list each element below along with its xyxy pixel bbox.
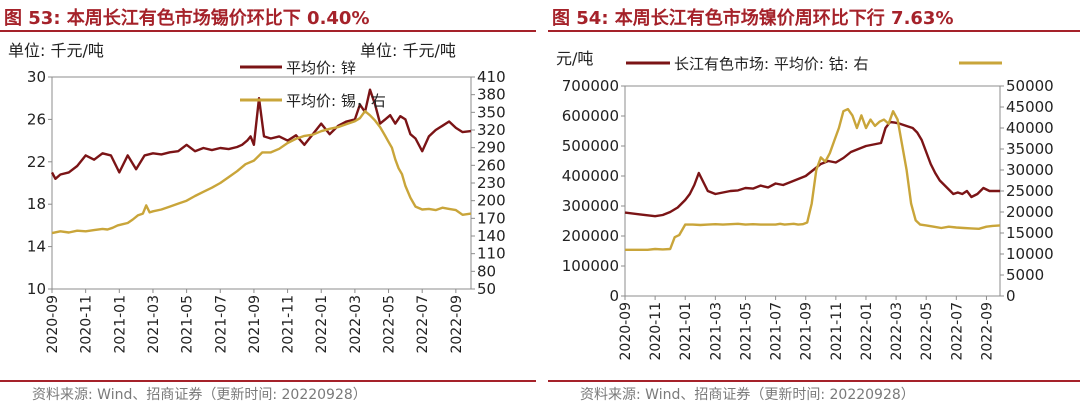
chart53-y-right-tick-label: 410 (477, 68, 506, 86)
chart53-x-tick-label: 2021-05 (180, 295, 196, 354)
chart54-y-left-tick-label: 0 (609, 287, 619, 305)
chart54-y-left-tick-label: 500000 (562, 137, 619, 155)
chart53-x-tick-label: 2021-09 (247, 295, 263, 354)
chart54-y-left-tick-label: 700000 (562, 77, 619, 95)
chart53-y-right-tick-label: 290 (477, 139, 506, 157)
chart53-y-left-tick-label: 30 (27, 68, 46, 86)
chart54-source-rule (548, 380, 1080, 382)
chart54-title: 图 54: 本周长江有色市场镍价周环比下行 7.63% (552, 8, 954, 29)
chart53-y-right-tick-label: 380 (477, 86, 506, 104)
chart54-x-tick-label: 2020-11 (648, 302, 664, 361)
chart53-y-right-tick-label: 350 (477, 103, 506, 121)
chart54-y-right-tick-label: 35000 (1006, 140, 1054, 158)
chart53-y-right-tick-label: 320 (477, 121, 506, 139)
chart53-x-tick-label: 2020-09 (45, 295, 61, 354)
chart53-x-tick-label: 2022-01 (314, 295, 330, 354)
chart53-x-tick-label: 2021-11 (281, 295, 297, 354)
chart53-y-right-tick-label: 230 (477, 174, 506, 192)
chart53-y-left-tick-label: 10 (27, 280, 46, 298)
chart53-y-right-unit: 单位: 千元/吨 (360, 41, 456, 60)
chart53-y-right-tick-label: 80 (477, 262, 496, 280)
chart54-y-right-tick-label: 15000 (1006, 224, 1054, 242)
chart53-y-right-tick-label: 200 (477, 192, 506, 210)
chart54-y-left-tick-label: 100000 (562, 257, 619, 275)
chart54-y-right-tick-label: 20000 (1006, 203, 1054, 221)
chart54-x-tick-label: 2021-03 (708, 302, 724, 361)
chart53-y-right-tick-label: 110 (477, 245, 506, 263)
chart54-y-right-tick-label: 50000 (1006, 77, 1054, 95)
chart54-series-line-2 (625, 107, 1001, 252)
chart53-x-tick-label: 2021-07 (213, 295, 229, 354)
chart54-x-tick-label: 2022-03 (889, 302, 905, 361)
chart53-source-rule (0, 380, 536, 382)
chart53-x-tick-label: 2021-01 (112, 295, 128, 354)
chart53-x-tick-label: 2021-03 (146, 295, 162, 354)
chart54-x-tick-label: 2022-09 (979, 302, 995, 361)
chart54-y-right-tick-label: 30000 (1006, 161, 1054, 179)
chart53-y-right-tick-label: 140 (477, 227, 506, 245)
chart53-y-left-tick-label: 26 (27, 110, 46, 128)
chart54-y-left-tick-label: 600000 (562, 107, 619, 125)
chart53-x-tick-label: 2022-09 (449, 295, 465, 354)
chart54-legend-label-1: 长江有色市场: 平均价: 钴: 右 (674, 55, 868, 73)
chart54-title-rule (548, 30, 1080, 32)
chart54-y-left-tick-label: 300000 (562, 197, 619, 215)
chart54-x-tick-label: 2021-05 (738, 302, 754, 361)
chart53-y-left-tick-label: 14 (27, 238, 46, 256)
chart54-y-right-tick-label: 25000 (1006, 182, 1054, 200)
chart53-y-left-tick-label: 22 (27, 153, 46, 171)
chart54-y-right-tick-label: 40000 (1006, 119, 1054, 137)
chart53-x-tick-label: 2022-05 (382, 295, 398, 354)
chart54-y-right-tick-label: 0 (1006, 287, 1016, 305)
chart53-plot: 10 14 18 22 26 30 5080110140170200230260290320… (8, 41, 506, 354)
chart54-plot: 0100000200000300000400000500000600000700… (556, 49, 1054, 361)
chart53-y-right-tick-label: 260 (477, 156, 506, 174)
chart53-x-tick-label: 2020-11 (79, 295, 95, 354)
chart53-x-tick-label: 2022-03 (348, 295, 364, 354)
chart54-series-line-1 (624, 120, 1000, 218)
chart53-y-right-tick-label: 170 (477, 209, 506, 227)
chart53-series-line-1 (50, 88, 472, 181)
chart53-y-left-unit: 单位: 千元/吨 (8, 41, 104, 60)
chart53-legend-label-2: 平均价: 锡，右 (286, 92, 386, 110)
chart54-x-tick-label: 2022-05 (919, 302, 935, 361)
chart54-panel: 图 54: 本周长江有色市场镍价周环比下行 7.63% 0 100000 20000… (548, 0, 1080, 412)
chart53-series-line-2 (51, 109, 472, 235)
chart54-x-tick-label: 2021-07 (769, 302, 785, 361)
chart54-x-tick-label: 2022-01 (859, 302, 875, 361)
chart54-x-tick-label: 2020-09 (618, 302, 634, 361)
chart54-y-left-tick-label: 400000 (562, 167, 619, 185)
chart54-y-left-tick-label: 200000 (562, 227, 619, 245)
chart53-panel: 图 53: 本周长江有色市场锡价环比下 0.40% 10 14 18 22 26 30 50… (0, 0, 536, 412)
chart53-title-rule (0, 30, 536, 32)
chart53-y-right-tick-label: 50 (477, 280, 496, 298)
chart54-x-tick-label: 2021-01 (678, 302, 694, 361)
chart53-title: 图 53: 本周长江有色市场锡价环比下 0.40% (4, 8, 370, 29)
chart54-x-tick-label: 2022-07 (949, 302, 965, 361)
chart54-y-right-tick-label: 10000 (1006, 245, 1054, 263)
chart53-source: 资料来源: Wind、招商证券（更新时间: 20220928） (32, 387, 367, 403)
chart54-x-tick-label: 2021-11 (829, 302, 845, 361)
chart54-x-tick-label: 2021-09 (799, 302, 815, 361)
chart53-legend-label-1: 平均价: 锌 (286, 59, 356, 77)
chart53-x-tick-label: 2022-07 (415, 295, 431, 354)
chart54-y-right-tick-label: 5000 (1006, 266, 1044, 284)
chart54-y-right-tick-label: 45000 (1006, 98, 1054, 116)
chart53-y-left-tick-label: 18 (27, 195, 46, 213)
chart54-y-left-unit: 元/吨 (556, 49, 593, 68)
chart54-source: 资料来源: Wind、招商证券（更新时间: 20220928） (580, 387, 915, 403)
